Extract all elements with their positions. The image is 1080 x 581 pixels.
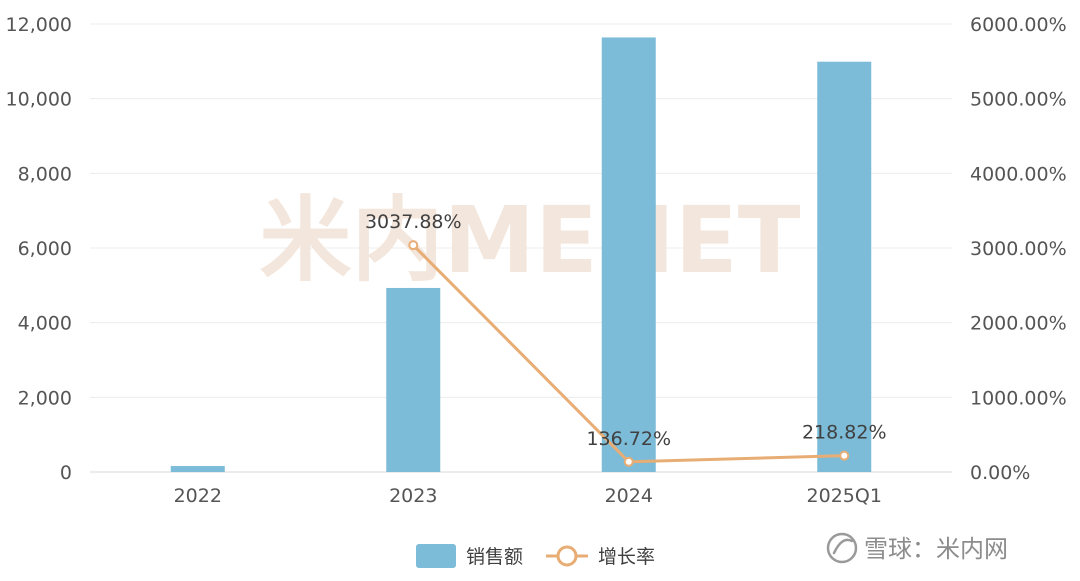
right-axis-tick-label: 0.00% [970,462,1030,484]
bar-2022[interactable] [170,466,225,472]
bar-series [170,37,872,472]
left-axis-tick-label: 2,000 [18,387,72,409]
bar-2025Q1[interactable] [817,61,872,472]
right-axis-tick-label: 5000.00% [970,89,1067,111]
legend-bar-swatch [416,544,456,568]
snowball-logo-icon [826,532,858,564]
growth-rate-data-label: 136.72% [586,428,671,450]
right-axis-tick-label: 4000.00% [970,163,1067,185]
right-axis-tick-label: 1000.00% [970,387,1067,409]
left-axis-tick-label: 6,000 [18,238,72,260]
growth-rate-point-2025Q1[interactable] [839,450,850,461]
right-axis-tick-label: 3000.00% [970,238,1067,260]
line-series [408,240,850,467]
legend-line-label: 增长率 [598,546,655,568]
left-axis-tick-label: 4,000 [18,313,72,335]
x-axis-tick-label: 2022 [174,485,222,507]
x-axis-tick-label: 2023 [389,485,437,507]
x-axis-tick-label: 2024 [605,485,653,507]
left-axis-tick-label: 8,000 [18,163,72,185]
x-axis-ticks: 2022 2023 2024 2025Q1 [174,485,882,507]
right-axis-tick-label: 6000.00% [970,14,1067,36]
growth-rate-point-2023[interactable] [408,240,419,251]
bar-2024[interactable] [601,37,656,472]
growth-rate-data-label: 3037.88% [365,211,462,233]
bar-2023[interactable] [386,287,441,472]
right-axis-tick-label: 2000.00% [970,313,1067,335]
left-axis-ticks: 0 2,000 4,000 6,000 8,000 10,000 12,000 [6,14,72,484]
growth-rate-data-label: 218.82% [802,422,887,444]
left-axis-tick-label: 10,000 [6,89,72,111]
line-data-labels: 3037.88% 136.72% 218.82% [365,211,887,450]
left-axis-tick-label: 12,000 [6,14,72,36]
left-axis-tick-label: 0 [60,462,72,484]
right-axis-ticks: 0.00% 1000.00% 2000.00% 3000.00% 4000.00% 500… [970,14,1067,484]
legend[interactable]: 销售额 增长率 [416,544,655,568]
watermark-text: 米内MENET [260,187,801,294]
corner-watermark-text: 雪球：米内网 [864,535,1008,563]
legend-line-marker [556,545,578,567]
growth-rate-point-2024[interactable] [623,456,634,467]
corner-watermark: 雪球：米内网 [826,532,1008,564]
grid-lines [90,23,952,473]
legend-bar-label: 销售额 [466,546,523,568]
x-axis-tick-label: 2025Q1 [807,485,882,507]
